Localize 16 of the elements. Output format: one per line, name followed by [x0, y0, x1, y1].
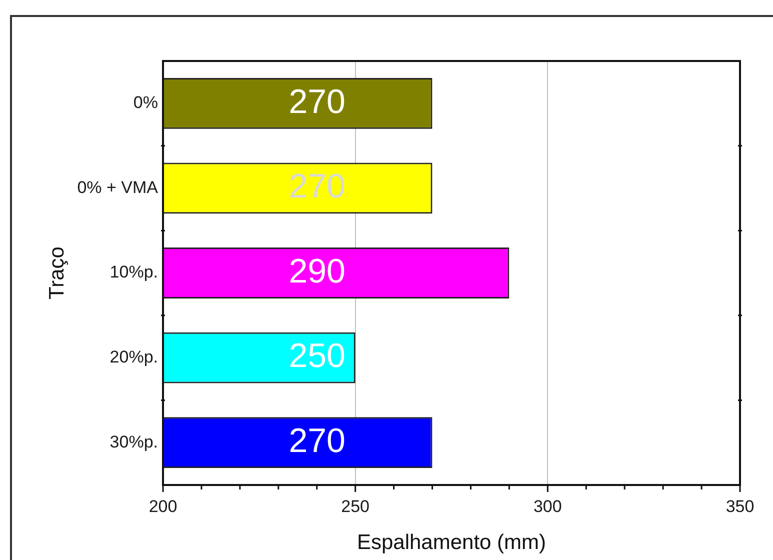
x-tick-label: 350 [726, 496, 754, 516]
data-label: 270 [288, 82, 346, 121]
data-label: 270 [288, 168, 346, 206]
y-tick-label: 20%p. [110, 347, 158, 366]
data-label: 290 [288, 252, 346, 290]
y-axis-title: Traço [45, 246, 68, 300]
y-tick-label: 0% + VMA [77, 178, 159, 197]
y-tick-label: 30%p. [110, 432, 158, 452]
data-label: 270 [288, 422, 346, 460]
y-tick-label: 10%p. [110, 262, 158, 282]
x-tick-label: 250 [341, 496, 370, 516]
x-axis-title: Espalhamento (mm) [356, 531, 546, 554]
x-tick-label: 300 [533, 496, 562, 516]
x-tick-label: 200 [148, 496, 178, 516]
data-label: 250 [288, 337, 346, 376]
y-tick-label: 0% [133, 93, 158, 112]
